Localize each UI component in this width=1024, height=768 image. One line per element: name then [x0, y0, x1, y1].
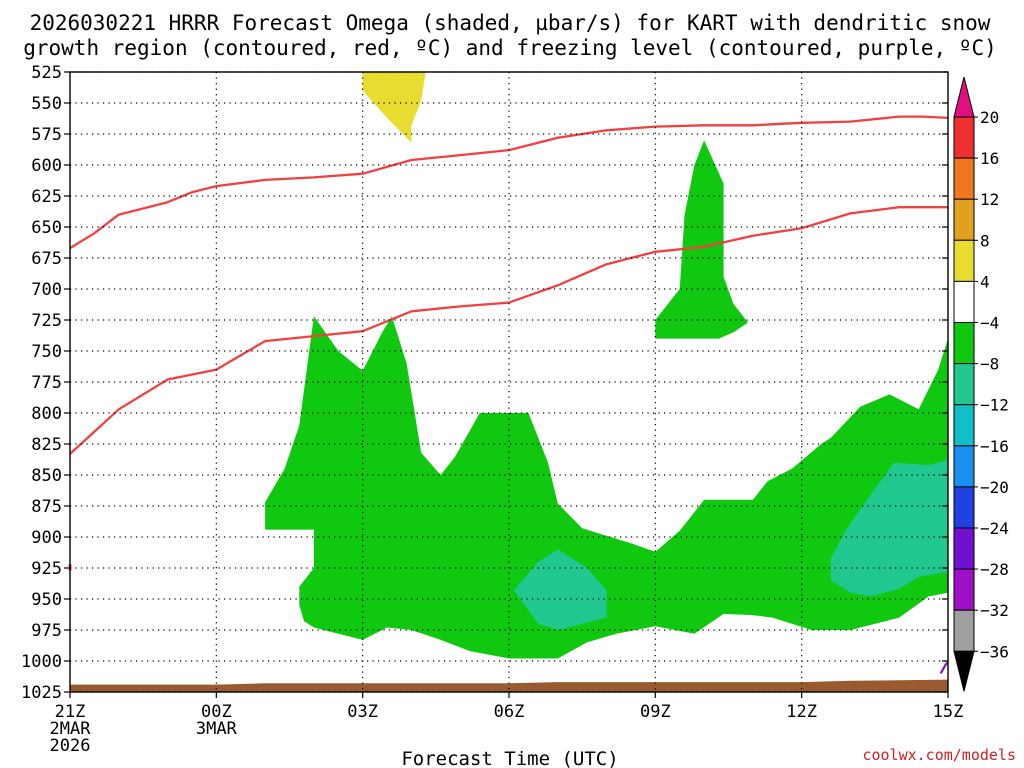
omega-region-lt-minus8-east — [830, 460, 948, 597]
y-tick-label: 675 — [31, 249, 62, 269]
x-tick-label: 09Z — [640, 702, 671, 722]
colorbar: 20 16 12 8 4 −4 −8 −12 −16 −20 −24 −28 −32 −36 — [953, 76, 1009, 692]
terrain — [70, 679, 948, 692]
colorbar-bin — [953, 280, 975, 323]
x-axis-label: Forecast Time (UTC) — [401, 748, 618, 768]
y-tick-label: 600 — [31, 156, 62, 176]
axes: 525 550 575 600 625 650 675 700 725 750 775 800 825 8… — [21, 63, 963, 756]
colorbar-bin — [953, 609, 975, 652]
y-tick-label: 775 — [31, 373, 62, 393]
omega-region-lt-minus8-west — [513, 549, 607, 630]
dgz-contour-minus18 — [70, 206, 948, 455]
colorbar-bin — [953, 404, 975, 447]
colorbar-label: 12 — [980, 190, 999, 209]
x-tick-label: 15Z — [933, 702, 964, 722]
y-tick-label: 625 — [31, 187, 62, 207]
colorbar-label: −16 — [980, 437, 1009, 456]
colorbar-label: −20 — [980, 478, 1009, 497]
freezing-level-contour — [939, 661, 948, 674]
chart-title-line1: 2026030221 HRRR Forecast Omega (shaded, … — [30, 11, 991, 35]
y-tick-label: 1000 — [21, 652, 62, 672]
chart-title-line2: growth region (contoured, red, ºC) and f… — [23, 36, 997, 60]
colorbar-bin — [953, 116, 975, 159]
colorbar-label: −28 — [980, 560, 1009, 579]
colorbar-label: −4 — [980, 314, 999, 333]
colorbar-bin — [953, 445, 975, 488]
y-tick-label: 850 — [31, 466, 62, 486]
plot-area — [68, 72, 948, 692]
y-tick-label: 550 — [31, 94, 62, 114]
credit-text: coolwx.com/models — [862, 746, 1016, 764]
y-tick-label: 750 — [31, 342, 62, 362]
colorbar-label: 20 — [980, 108, 999, 127]
colorbar-bin — [953, 486, 975, 529]
y-tick-label: 975 — [31, 621, 62, 641]
y-tick-label: 575 — [31, 125, 62, 145]
y-tick-label: 825 — [31, 435, 62, 455]
y-tick-label: 1025 — [21, 683, 62, 703]
dgz-contour-minus12 — [70, 115, 948, 250]
colorbar-label: −36 — [980, 642, 1009, 661]
colorbar-bin — [953, 568, 975, 611]
colorbar-bin — [953, 527, 975, 570]
y-tick-label: 700 — [31, 280, 62, 300]
y-tick-label: 725 — [31, 311, 62, 331]
colorbar-top-arrow — [953, 76, 975, 118]
y-tick-label: 650 — [31, 218, 62, 238]
x-tick-label: 2MAR — [50, 719, 92, 739]
colorbar-label: 8 — [980, 231, 990, 250]
plot-clip-group — [70, 72, 948, 692]
colorbar-label: 16 — [980, 149, 999, 168]
y-tick-label: 525 — [31, 63, 62, 83]
colorbar-bin — [953, 239, 975, 282]
colorbar-label: −12 — [980, 396, 1009, 415]
x-tick-label: 12Z — [786, 702, 817, 722]
grid — [70, 71, 948, 693]
colorbar-label: −32 — [980, 601, 1009, 620]
omega-region-lt-minus4 — [265, 313, 948, 659]
colorbar-label: 4 — [980, 272, 990, 291]
colorbar-label: −24 — [980, 519, 1009, 538]
x-tick-label: 21Z — [55, 702, 86, 722]
x-tick-label: 00Z — [201, 702, 232, 722]
y-tick-label: 925 — [31, 559, 62, 579]
x-tick-label: 06Z — [494, 702, 525, 722]
omega-region-gt-4 — [362, 72, 426, 143]
colorbar-bin — [953, 157, 975, 200]
y-tick-label: 800 — [31, 404, 62, 424]
y-tick-label: 950 — [31, 590, 62, 610]
colorbar-bin — [953, 322, 975, 365]
x-tick-label: 3MAR — [196, 719, 238, 739]
x-tick-label: 2026 — [50, 736, 91, 756]
y-tick-label: 875 — [31, 497, 62, 517]
colorbar-label: −8 — [980, 355, 999, 374]
x-tick-label: 03Z — [347, 702, 378, 722]
colorbar-bin — [953, 363, 975, 406]
colorbar-bottom-arrow — [953, 650, 975, 692]
y-tick-label: 900 — [31, 528, 62, 548]
colorbar-bin — [953, 198, 975, 241]
